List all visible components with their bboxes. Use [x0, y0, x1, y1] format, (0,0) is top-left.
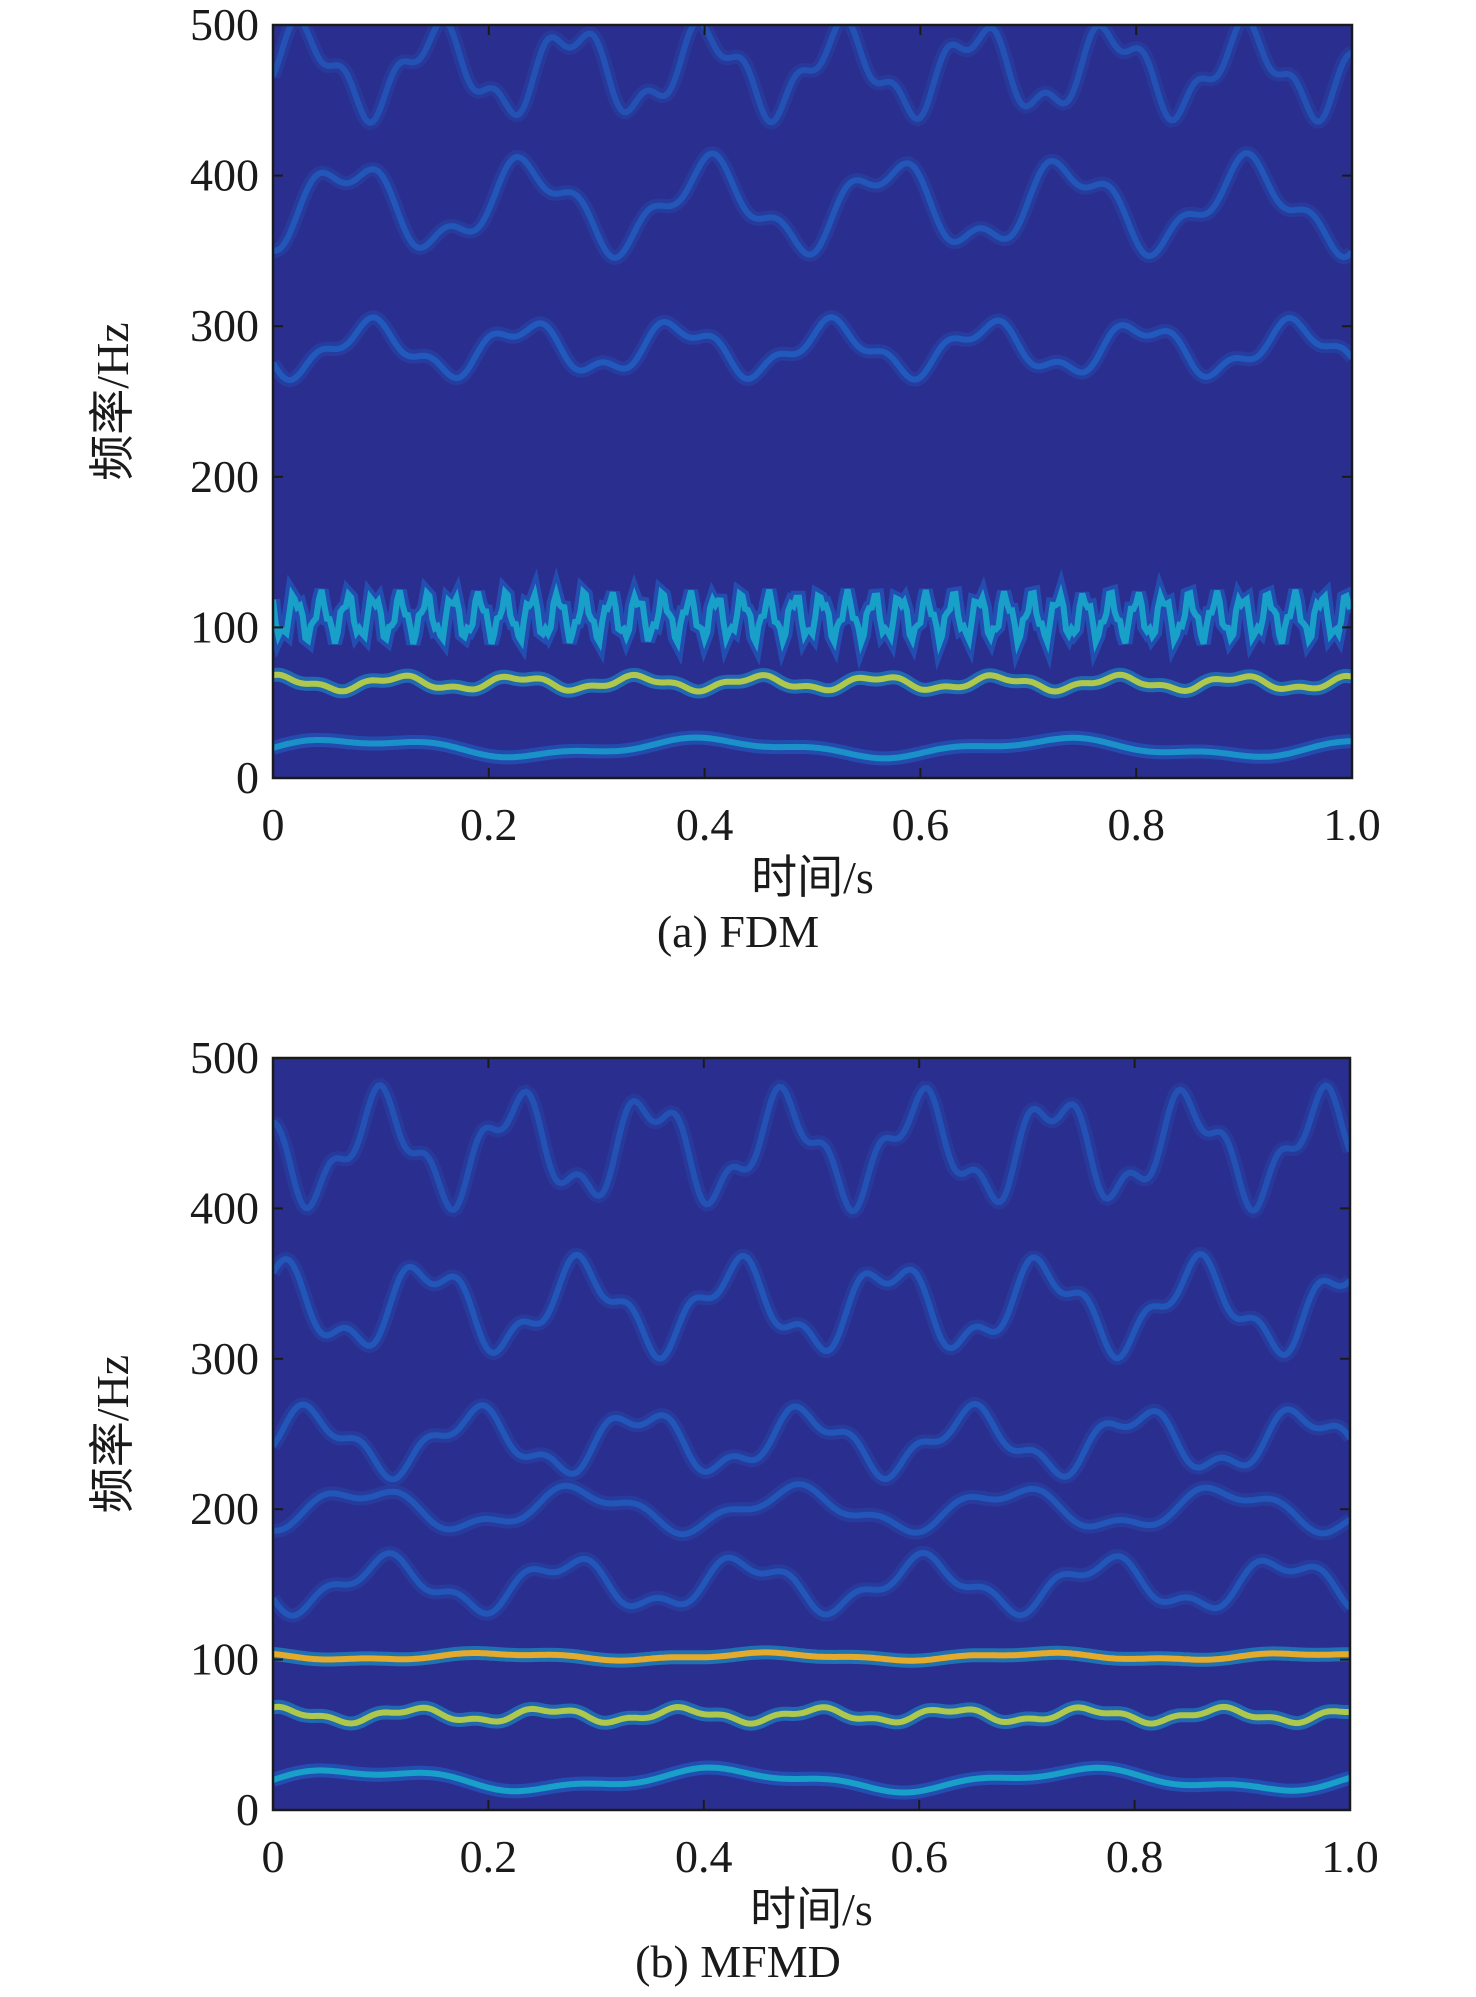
y-axis-title: 频率/Hz: [87, 1355, 138, 1513]
x-tick-label: 0.4: [675, 1831, 733, 1882]
y-tick-label: 200: [190, 451, 259, 502]
x-tick-label: 0.2: [460, 1831, 518, 1882]
spectral-ridge: [273, 314, 1352, 384]
spectral-ridge: [273, 150, 1352, 261]
y-tick-label: 0: [236, 752, 259, 803]
y-tick-label: 400: [190, 1182, 259, 1233]
spectral-ridge: [273, 1549, 1350, 1619]
plot-frame: [271, 1056, 1352, 1812]
caption-panel-a: (a) FDM: [656, 906, 820, 957]
y-tick-label: 300: [190, 1333, 259, 1384]
caption-panel-b: (b) MFMD: [635, 1936, 841, 1987]
spectral-ridge: [273, 1251, 1350, 1362]
spectral-ridge: [273, 582, 1352, 655]
x-tick-label: 0.8: [1107, 799, 1165, 850]
panel-b-heatmap: 0 100 200 300 400 500 0 0.2 0.4 0.6 0.8 1.0 时间/s 频率/H…: [87, 1032, 1379, 1935]
x-axis-title: 时间/s: [751, 852, 874, 903]
y-axis-title: 频率/Hz: [87, 322, 138, 480]
spectral-ridge: [273, 1764, 1350, 1796]
x-tick-label: 0.4: [676, 799, 734, 850]
y-tick-label: 300: [190, 300, 259, 351]
spectral-ridge: [273, 1649, 1350, 1664]
spectral-ridge: [273, 25, 1352, 127]
x-tick-label: 0.6: [892, 799, 950, 850]
spectral-ridge: [273, 1703, 1350, 1727]
plot-frame: [271, 23, 1354, 780]
plot-background: [273, 25, 1352, 778]
x-tick-label: 0: [262, 1831, 285, 1882]
x-axis-title: 时间/s: [750, 1884, 873, 1935]
spectral-ridge: [273, 1481, 1350, 1538]
spectral-ridge: [273, 1082, 1350, 1215]
x-tick-label: 0: [262, 799, 285, 850]
y-tick-label: 200: [190, 1483, 259, 1534]
spectral-ridge: [273, 671, 1352, 695]
y-tick-label: 500: [190, 1032, 259, 1083]
x-tick-label: 1.0: [1321, 1831, 1379, 1882]
y-tick-label: 0: [236, 1784, 259, 1835]
y-tick-label: 100: [190, 1634, 259, 1685]
y-tick-label: 500: [190, 0, 259, 50]
y-tick-label: 100: [190, 601, 259, 652]
x-tick-label: 0.8: [1106, 1831, 1164, 1882]
x-tick-label: 0.2: [460, 799, 518, 850]
spectral-ridge: [273, 1400, 1350, 1483]
x-tick-label: 1.0: [1323, 799, 1381, 850]
spectral-ridge: [273, 734, 1352, 762]
y-tick-label: 400: [190, 150, 259, 201]
panel-a-heatmap: 0 100 200 300 400 500 0 0.2 0.4 0.6 0.8 1.0 时间/s 频率/H…: [87, 0, 1381, 903]
x-tick-label: 0.6: [890, 1831, 948, 1882]
